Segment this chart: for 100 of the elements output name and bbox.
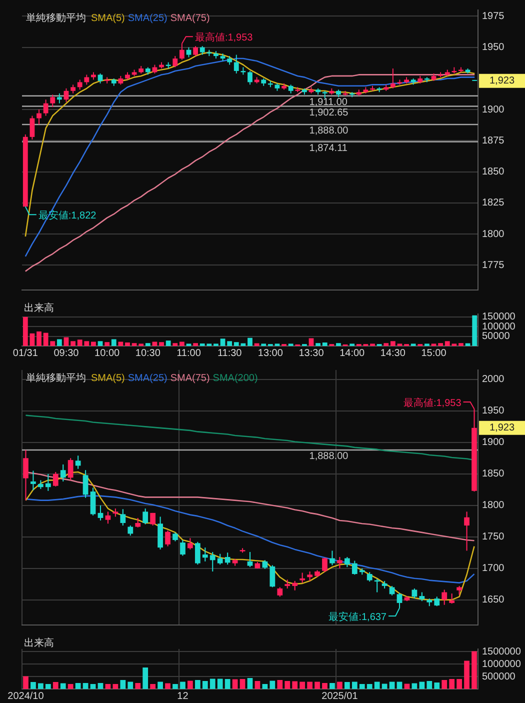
annotation: 最安値:1,822 <box>38 210 97 222</box>
text: 1,923 <box>489 76 515 87</box>
bar <box>307 682 312 689</box>
bar <box>284 681 290 689</box>
y-tick-label: 150000 <box>482 312 516 323</box>
bar <box>224 679 230 689</box>
x-tick-label: 14:00 <box>340 348 366 359</box>
bar <box>300 682 306 689</box>
legend-title: 単純移動平均 <box>26 12 86 24</box>
bar <box>52 682 58 689</box>
bar <box>152 342 158 346</box>
bar <box>98 683 104 689</box>
y-tick-label: 1650 <box>482 594 505 606</box>
y-tick-label: 1850 <box>482 468 505 480</box>
bar <box>396 682 402 689</box>
text: 1,923 <box>489 422 515 434</box>
bar <box>135 683 141 689</box>
bar <box>75 683 81 689</box>
bar <box>247 678 253 689</box>
y-tick-label: 1975 <box>482 10 505 22</box>
bar <box>202 681 208 689</box>
x-tick-label: 2025/01 <box>322 690 358 702</box>
bar <box>142 668 148 689</box>
bar <box>254 681 260 689</box>
ref-line-label: 1,902.65 <box>309 107 349 118</box>
y-tick-label: 50000 <box>482 331 510 342</box>
y-tick-label: 2000 <box>482 374 505 386</box>
x-tick-label: 2024/10 <box>8 690 44 702</box>
bar <box>82 683 88 689</box>
bar <box>248 338 252 346</box>
bar <box>472 651 477 689</box>
bar <box>23 676 28 689</box>
bar <box>390 341 396 346</box>
ref-line-label: 1,874.11 <box>309 142 348 154</box>
text: SMA(75) <box>170 13 210 24</box>
y-tick-label: 1825 <box>482 198 505 209</box>
bar <box>330 683 335 689</box>
bar <box>125 342 130 346</box>
bar <box>104 342 110 346</box>
x-tick-label: 09:30 <box>54 348 80 359</box>
x-tick-label: 13:30 <box>298 348 324 359</box>
bar <box>254 343 260 346</box>
bar <box>449 679 455 689</box>
bar <box>180 682 186 689</box>
bar <box>270 680 276 689</box>
bar <box>210 678 216 689</box>
bar <box>166 340 171 346</box>
text: SMA(200) <box>212 373 258 384</box>
bar <box>456 679 462 689</box>
bar <box>70 341 76 346</box>
y-tick-label: 1850 <box>482 166 505 178</box>
y-tick-label: 1700 <box>482 563 505 574</box>
candlestick <box>330 550 335 566</box>
y-tick-label: 1000000 <box>482 658 522 670</box>
x-tick-label: 15:00 <box>421 348 447 359</box>
y-tick-label: 1775 <box>482 260 505 271</box>
bar <box>105 684 111 689</box>
bar <box>277 680 283 689</box>
text: SMA(5) <box>91 373 125 384</box>
bar <box>128 682 134 689</box>
x-tick-label: 11:00 <box>176 348 202 359</box>
y-tick-label: 1500000 <box>482 646 522 658</box>
x-tick-label: 10:30 <box>135 348 161 359</box>
bar <box>90 684 96 689</box>
bar <box>172 684 178 689</box>
bar <box>352 682 358 689</box>
x-tick-label: 12 <box>177 690 189 702</box>
bar <box>344 682 350 689</box>
bar <box>458 343 464 346</box>
bar <box>314 682 320 689</box>
bar <box>159 342 164 346</box>
chart-title: 出来高 <box>24 302 54 314</box>
bar <box>240 679 246 689</box>
y-tick-label: 1800 <box>482 228 505 240</box>
bar <box>172 343 178 346</box>
y-tick-label: 1900 <box>482 437 505 448</box>
y-tick-label: 1875 <box>482 135 505 146</box>
bar <box>56 339 62 346</box>
text: SMA(5) <box>91 13 125 24</box>
text: SMA(75) <box>170 373 210 384</box>
bar <box>145 343 150 346</box>
bar <box>111 339 116 346</box>
bar <box>442 680 448 689</box>
bar <box>22 316 28 346</box>
bar <box>227 341 232 346</box>
ref-line-label: 1,911.00 <box>309 96 348 108</box>
bar <box>438 343 444 346</box>
bar <box>336 343 341 346</box>
bar <box>426 681 432 689</box>
bar <box>188 680 193 689</box>
bar <box>91 342 96 346</box>
bar <box>419 682 425 689</box>
bar <box>38 683 44 689</box>
bar <box>60 683 66 689</box>
bar <box>316 343 321 346</box>
y-tick-label: 1800 <box>482 500 505 512</box>
y-tick-label: 1900 <box>482 104 505 116</box>
bar <box>434 682 440 689</box>
bar <box>389 682 395 689</box>
bar <box>150 684 156 689</box>
